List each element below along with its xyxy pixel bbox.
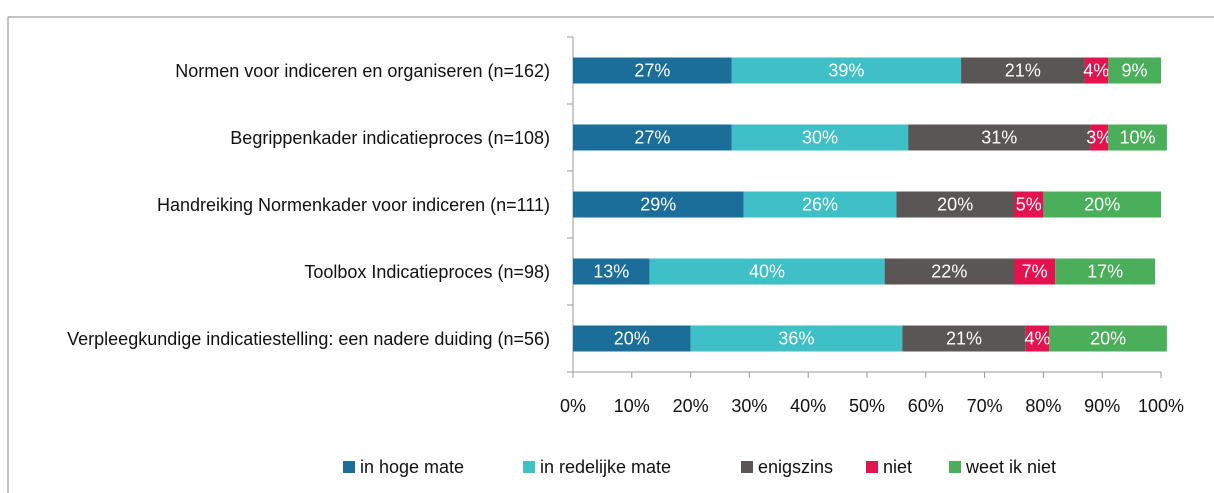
data-label: 3% bbox=[1086, 127, 1112, 147]
x-tick-label: 100% bbox=[1138, 396, 1184, 416]
bar-segment bbox=[573, 124, 732, 151]
bar-segment bbox=[573, 325, 691, 352]
bar-segment bbox=[896, 191, 1014, 218]
legend-swatch bbox=[866, 461, 878, 473]
data-label: 9% bbox=[1122, 60, 1148, 80]
data-label: 31% bbox=[981, 127, 1017, 147]
legend-swatch bbox=[523, 461, 535, 473]
bar-segment bbox=[649, 258, 885, 285]
data-label: 13% bbox=[593, 261, 629, 281]
bar-segment bbox=[1108, 57, 1161, 84]
bar-segment bbox=[1043, 191, 1161, 218]
data-label: 39% bbox=[828, 60, 864, 80]
data-label: 5% bbox=[1016, 194, 1042, 214]
x-tick-label: 70% bbox=[967, 396, 1003, 416]
legend-label: weet ik niet bbox=[965, 457, 1056, 477]
bar-segment bbox=[908, 124, 1091, 151]
bar-segment bbox=[1108, 124, 1167, 151]
legend-swatch bbox=[949, 461, 961, 473]
bar-segment bbox=[573, 57, 732, 84]
data-label: 10% bbox=[1119, 127, 1155, 147]
x-tick-label: 10% bbox=[614, 396, 650, 416]
x-tick-label: 80% bbox=[1025, 396, 1061, 416]
bar-segment bbox=[731, 124, 909, 151]
x-tick-label: 20% bbox=[673, 396, 709, 416]
data-label: 21% bbox=[946, 328, 982, 348]
bar-segment bbox=[743, 191, 897, 218]
data-label: 36% bbox=[778, 328, 814, 348]
bar-segment bbox=[902, 325, 1026, 352]
bar-segment bbox=[1014, 258, 1056, 285]
x-tick-label: 0% bbox=[560, 396, 586, 416]
bar-segment bbox=[1055, 258, 1156, 285]
category-label: Toolbox Indicatieproces (n=98) bbox=[304, 261, 550, 282]
chart-frame bbox=[7, 16, 1214, 493]
legend-label: niet bbox=[883, 457, 912, 477]
data-label: 4% bbox=[1025, 328, 1051, 348]
bar-segment bbox=[1014, 191, 1044, 218]
data-label: 20% bbox=[1084, 194, 1120, 214]
category-label: Handreiking Normenkader voor indiceren (… bbox=[156, 194, 550, 215]
data-label: 22% bbox=[931, 261, 967, 281]
data-label: 27% bbox=[634, 127, 670, 147]
data-label: 21% bbox=[1005, 60, 1041, 80]
bar-segment bbox=[961, 57, 1085, 84]
data-label: 20% bbox=[614, 328, 650, 348]
legend-label: enigszins bbox=[758, 457, 833, 477]
data-label: 20% bbox=[1090, 328, 1126, 348]
x-tick-label: 50% bbox=[849, 396, 885, 416]
data-label: 20% bbox=[937, 194, 973, 214]
legend-label: in hoge mate bbox=[360, 457, 464, 477]
bar-segment bbox=[1090, 124, 1109, 151]
x-tick-label: 40% bbox=[790, 396, 826, 416]
data-label: 26% bbox=[802, 194, 838, 214]
data-label: 40% bbox=[749, 261, 785, 281]
bar-segment bbox=[573, 258, 650, 285]
legend-swatch bbox=[343, 461, 355, 473]
x-tick-label: 90% bbox=[1084, 396, 1120, 416]
bar-segment bbox=[731, 57, 962, 84]
data-label: 27% bbox=[634, 60, 670, 80]
bar-segment bbox=[884, 258, 1014, 285]
legend-label: in redelijke mate bbox=[540, 457, 671, 477]
data-label: 4% bbox=[1083, 60, 1109, 80]
data-label: 17% bbox=[1087, 261, 1123, 281]
x-tick-label: 60% bbox=[908, 396, 944, 416]
data-label: 30% bbox=[802, 127, 838, 147]
bar-segment bbox=[690, 325, 903, 352]
category-label: Verpleegkundige indicatiestelling: een n… bbox=[67, 328, 550, 349]
bar-segment bbox=[1084, 57, 1109, 84]
data-label: 7% bbox=[1022, 261, 1048, 281]
data-label: 29% bbox=[640, 194, 676, 214]
bar-segment bbox=[1049, 325, 1167, 352]
legend-swatch bbox=[741, 461, 753, 473]
bar-segment bbox=[1025, 325, 1050, 352]
bar-segment bbox=[573, 191, 744, 218]
category-label: Normen voor indiceren en organiseren (n=… bbox=[175, 60, 550, 81]
category-label: Begrippenkader indicatieproces (n=108) bbox=[230, 127, 550, 148]
x-tick-label: 30% bbox=[731, 396, 767, 416]
